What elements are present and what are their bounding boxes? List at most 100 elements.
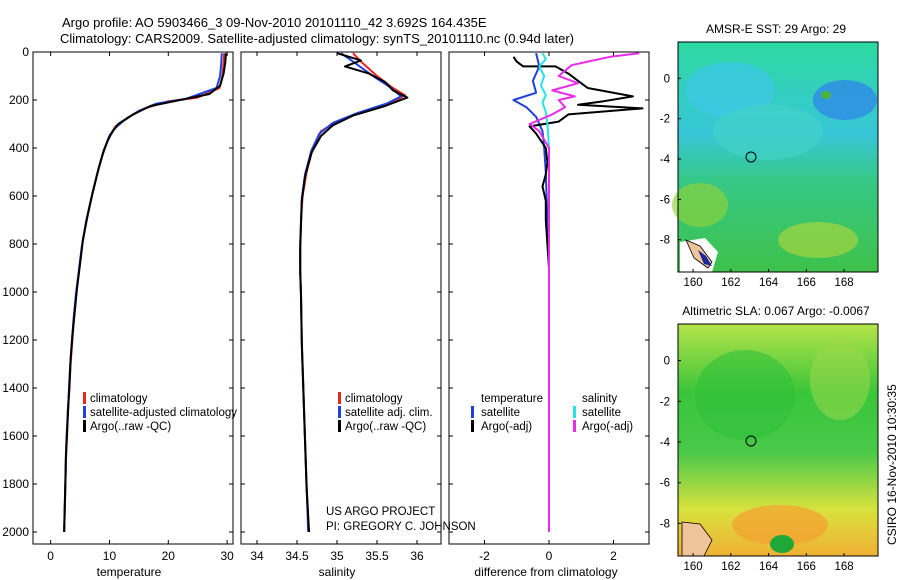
coastline-island: [681, 521, 713, 557]
temperature-legend: climatology satellite-adjusted climatolo…: [83, 392, 237, 433]
temperature-axes-box: [32, 51, 234, 545]
project-credit: US ARGO PROJECT: [326, 506, 435, 518]
salinity-xlabel: salinity: [319, 565, 356, 579]
x-tick-label: 35.5: [365, 549, 389, 563]
legend-label-salt-satellite: satellite: [582, 407, 621, 419]
legend-label-climatology: climatology: [90, 393, 148, 405]
difference-panel: -2 0 2 temperature satellite Argo(-adj) sa…: [448, 51, 650, 579]
pi-credit: PI: GREGORY C. JOHNSON: [326, 521, 476, 533]
map-x-tick-label: 168: [834, 561, 853, 573]
map-y-tick-label: -6: [660, 194, 670, 206]
sst-map-panel: AMSR-E SST: 29 Argo: 29 160 162 164 166 168 0…: [660, 22, 879, 289]
coastline-shallow: [698, 250, 712, 266]
y-tick-label: 0: [22, 45, 29, 59]
y-tick-label: 800: [9, 237, 29, 251]
sla-map-axes-box: [677, 323, 879, 557]
legend-swatch-salt-satellite: [573, 406, 576, 418]
map-x-tick-label: 160: [684, 277, 703, 289]
difference-legend: temperature satellite Argo(-adj) salinit…: [471, 393, 633, 433]
legend-label-temp-argo: Argo(-adj): [481, 421, 532, 433]
map-y-tick-label: -2: [660, 114, 670, 126]
legend-swatch-temp-satellite: [471, 406, 474, 418]
sla-green-spot: [770, 535, 794, 553]
x-tick-label: -2: [479, 549, 490, 563]
legend-label-temp-satellite: satellite: [481, 407, 520, 419]
salinity-axes-box: [240, 51, 442, 545]
sla-mid-patch: [810, 340, 870, 420]
legend-label-satellite: satellite adj. clim.: [345, 407, 433, 419]
sla-map-panel: Altimetric SLA: 0.067 Argo: -0.0067 160 1…: [660, 304, 879, 573]
legend-label-satellite: satellite-adjusted climatology: [90, 407, 237, 419]
sst-warm-spot: [821, 91, 831, 99]
x-tick-label: 20: [162, 549, 176, 563]
legend-label-argo: Argo(..raw -QC): [345, 421, 426, 433]
legend-swatch-salt-argo: [573, 420, 576, 432]
legend-swatch-satellite: [83, 406, 86, 418]
x-tick-label: 35: [330, 549, 344, 563]
temperature-xlabel: temperature: [97, 565, 162, 579]
legend-heading-temperature: temperature: [481, 393, 543, 405]
legend-swatch-climatology: [338, 392, 341, 404]
legend-swatch-satellite: [338, 406, 341, 418]
map-x-tick-label: 162: [721, 561, 740, 573]
map-y-tick-label: -4: [660, 154, 671, 166]
legend-swatch-temp-argo: [471, 420, 474, 432]
map-y-tick-label: -6: [660, 478, 670, 490]
sst-warm-patch-2: [778, 222, 858, 258]
map-x-tick-label: 162: [721, 277, 740, 289]
map-x-tick-label: 164: [759, 561, 779, 573]
x-tick-label: 34.5: [285, 549, 309, 563]
y-tick-label: 200: [9, 93, 29, 107]
map-x-tick-label: 160: [684, 561, 703, 573]
sst-warm-patch: [672, 183, 728, 227]
difference-xlabel: difference from climatology: [474, 565, 617, 579]
map-y-tick-label: 0: [664, 73, 670, 85]
series-line-temperature-argo-adj-: [512, 56, 644, 532]
map-y-tick-label: -2: [660, 396, 670, 408]
series-line-salinity-argo-adj-: [528, 52, 640, 532]
map-y-tick-label: 0: [664, 356, 670, 368]
map-x-tick-label: 166: [797, 561, 816, 573]
map-x-tick-label: 168: [834, 277, 853, 289]
series-line-satellite-adj-clim-: [299, 52, 402, 533]
x-tick-label: 0: [47, 549, 54, 563]
x-tick-label: 30: [220, 549, 234, 563]
series-line-argo-raw-qc-: [63, 53, 227, 532]
x-tick-label: 2: [610, 549, 617, 563]
legend-swatch-argo: [338, 420, 341, 432]
y-tick-label: 1800: [2, 477, 29, 491]
legend-swatch-climatology: [83, 392, 86, 404]
x-tick-label: 36: [410, 549, 424, 563]
sst-mid-patch: [713, 104, 823, 160]
salinity-legend: climatology satellite adj. clim. Argo(..…: [338, 392, 433, 433]
map-y-tick-label: -8: [660, 518, 670, 530]
legend-label-salt-argo: Argo(-adj): [582, 421, 633, 433]
x-tick-label: 0: [546, 549, 553, 563]
y-tick-label: 1600: [2, 429, 29, 443]
csiro-timestamp: CSIRO 16-Nov-2010 10:30:35: [885, 384, 899, 545]
sla-argo-marker: [745, 435, 757, 447]
y-tick-label: 2000: [2, 525, 29, 539]
legend-heading-salinity: salinity: [582, 393, 617, 405]
y-tick-label: 600: [9, 189, 29, 203]
x-tick-label: 10: [103, 549, 117, 563]
map-y-tick-label: -8: [660, 235, 670, 247]
sla-low-patch: [695, 350, 795, 440]
map-x-tick-label: 164: [759, 277, 779, 289]
figure-title-line1: Argo profile: AO 5903466_3 09-Nov-2010 2…: [62, 15, 487, 30]
sst-cool-core: [813, 80, 877, 120]
map-x-tick-label: 166: [797, 277, 816, 289]
sla-map-title: Altimetric SLA: 0.067 Argo: -0.0067: [682, 304, 870, 318]
y-tick-label: 1000: [2, 285, 29, 299]
x-tick-label: 34: [250, 549, 264, 563]
temperature-panel: 0 200 400 600 800 1000 1200 1400 1600 1800 2000 0 10…: [2, 45, 237, 579]
salinity-panel: 34 34.5 35 35.5 36 climatology satellite adj…: [240, 51, 476, 579]
legend-swatch-argo: [83, 420, 86, 432]
series-line-satellite-adjusted-climatology: [63, 53, 223, 533]
map-y-tick-label: -4: [660, 437, 671, 449]
y-tick-label: 1400: [2, 381, 29, 395]
legend-label-argo: Argo(..raw -QC): [90, 421, 171, 433]
sst-map-axes-box: [677, 41, 879, 273]
y-tick-label: 400: [9, 141, 29, 155]
